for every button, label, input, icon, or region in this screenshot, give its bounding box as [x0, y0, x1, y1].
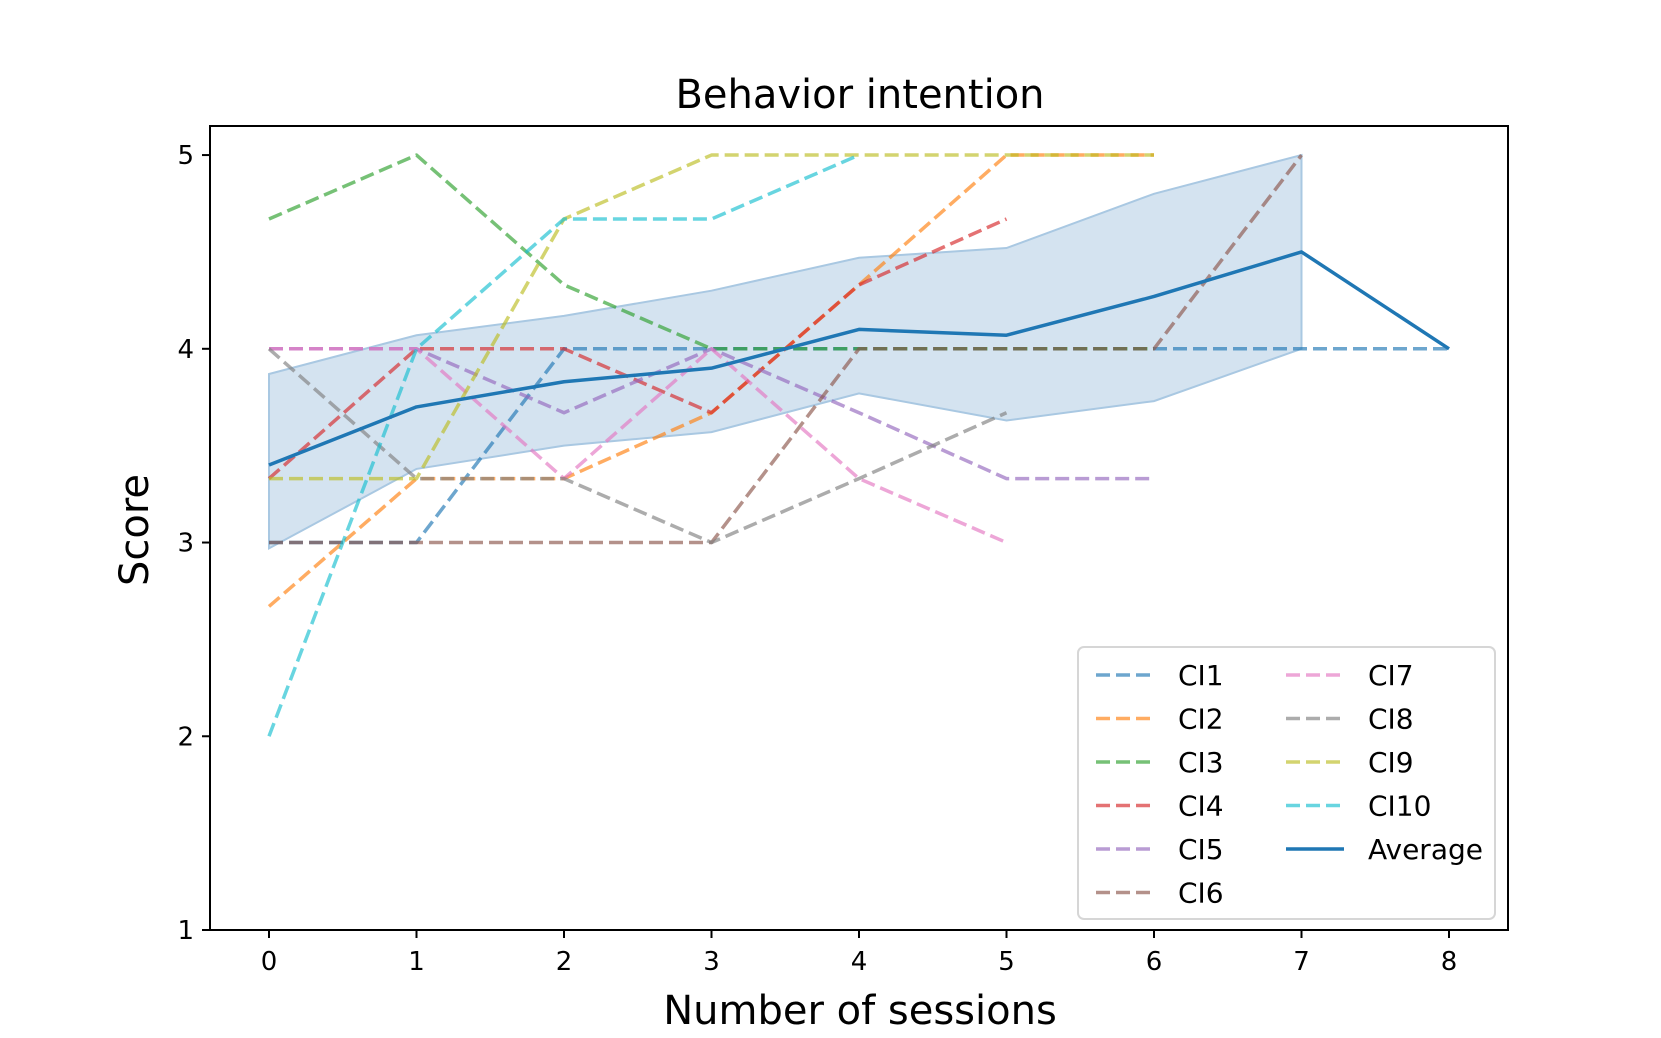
data-point-ci6	[858, 348, 860, 350]
data-point-ci5	[858, 412, 860, 414]
data-point-ci6	[1153, 348, 1155, 350]
data-point-average	[1448, 348, 1450, 350]
legend-label: CI6	[1178, 877, 1224, 910]
data-point-average	[563, 381, 565, 383]
legend-label: CI3	[1178, 746, 1224, 779]
data-point-ci6	[416, 542, 418, 544]
data-point-ci4	[711, 412, 713, 414]
data-point-ci6	[268, 542, 270, 544]
legend-box	[1077, 646, 1496, 920]
data-point-ci4	[563, 348, 565, 350]
x-tick-label: 6	[1146, 947, 1163, 977]
data-point-ci10	[858, 154, 860, 156]
x-tick-label: 7	[1293, 947, 1310, 977]
x-tick-label: 5	[998, 947, 1015, 977]
data-point-ci8	[563, 478, 565, 480]
series-line-ci7	[269, 347, 1008, 545]
data-point-ci10	[563, 218, 565, 220]
y-tick-label: 5	[177, 141, 194, 171]
data-point-ci5	[563, 412, 565, 414]
data-point-average	[1301, 251, 1303, 253]
legend-label: CI1	[1178, 659, 1224, 692]
data-point-ci10	[268, 735, 270, 737]
data-point-ci3	[416, 154, 418, 156]
legend-label: CI10	[1368, 790, 1431, 823]
data-point-ci9	[416, 478, 418, 480]
y-tick-label: 2	[177, 722, 194, 752]
legend-label: Average	[1368, 833, 1483, 866]
legend-label: CI5	[1178, 833, 1224, 866]
y-tick-label: 1	[177, 916, 194, 946]
data-point-ci6	[1301, 154, 1303, 156]
data-point-average	[858, 329, 860, 331]
chart-title: Behavior intention	[675, 72, 1044, 118]
data-point-ci9	[268, 478, 270, 480]
data-point-ci4	[858, 284, 860, 286]
data-point-ci9	[1006, 154, 1008, 156]
y-tick-label: 4	[177, 335, 194, 365]
series-line-ci10	[267, 153, 860, 737]
x-axis-label: Number of sessions	[663, 988, 1057, 1034]
data-point-average	[711, 367, 713, 369]
legend-label: CI8	[1368, 703, 1414, 736]
legend-label: CI7	[1368, 659, 1414, 692]
data-point-ci8	[711, 542, 713, 544]
series-line-ci6	[269, 154, 1303, 545]
data-point-ci8	[268, 348, 270, 350]
data-point-ci2	[268, 606, 270, 608]
series-line-ci8	[267, 347, 1008, 545]
series-line-ci9	[269, 153, 1154, 481]
data-point-ci7	[1006, 542, 1008, 544]
data-point-ci3	[563, 284, 565, 286]
y-axis-label: Score	[112, 474, 158, 586]
data-point-ci10	[711, 218, 713, 220]
data-point-ci9	[711, 154, 713, 156]
data-point-ci3	[268, 218, 270, 220]
data-point-ci6	[563, 542, 565, 544]
data-point-ci8	[858, 478, 860, 480]
data-point-ci6	[1006, 348, 1008, 350]
confidence-band	[268, 153, 1303, 551]
x-tick-label: 2	[556, 947, 573, 977]
legend-label: CI9	[1368, 746, 1414, 779]
x-tick-label: 8	[1441, 947, 1458, 977]
data-point-ci4	[1006, 218, 1008, 220]
data-point-average	[1006, 334, 1008, 336]
data-point-ci5	[1153, 478, 1155, 480]
x-tick-label: 1	[408, 947, 425, 977]
series-line-average	[268, 250, 1450, 467]
data-point-average	[1153, 296, 1155, 298]
data-point-average	[416, 406, 418, 408]
x-tick-label: 0	[261, 947, 278, 977]
y-tick-label: 3	[177, 529, 194, 559]
data-point-ci9	[1153, 154, 1155, 156]
data-point-ci5	[1006, 478, 1008, 480]
data-point-ci7	[711, 348, 713, 350]
x-tick-label: 3	[703, 947, 720, 977]
x-tick-label: 4	[851, 947, 868, 977]
legend-label: CI4	[1178, 790, 1224, 823]
data-point-ci10	[416, 348, 418, 350]
data-point-average	[268, 464, 270, 466]
data-point-ci1	[1301, 348, 1303, 350]
data-point-ci8	[1006, 412, 1008, 414]
legend-label: CI2	[1178, 703, 1224, 736]
